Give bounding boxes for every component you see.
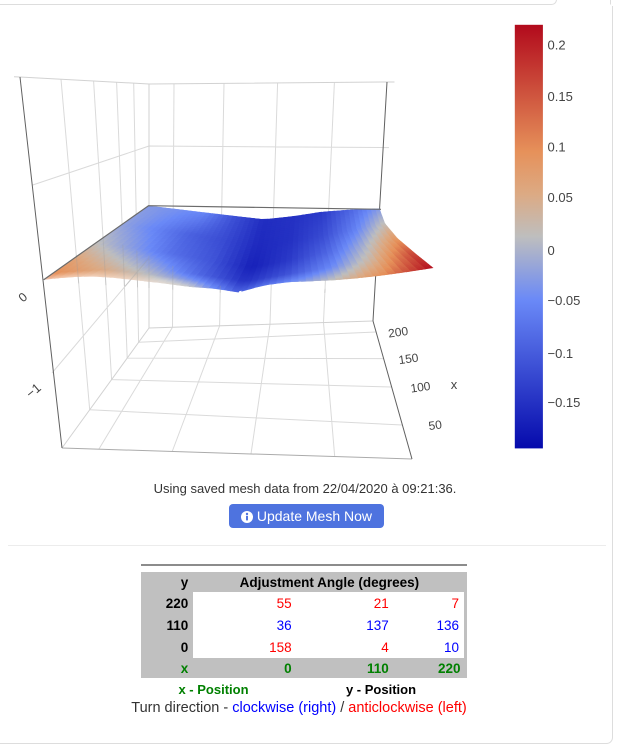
svg-text:0.2: 0.2: [548, 38, 566, 53]
svg-text:100: 100: [410, 379, 432, 396]
svg-text:0: 0: [548, 243, 555, 258]
svg-text:0.05: 0.05: [548, 190, 573, 205]
svg-text:−0.1: −0.1: [548, 346, 574, 361]
svg-text:0: 0: [16, 290, 30, 305]
svg-text:−0.15: −0.15: [548, 395, 581, 410]
svg-text:−1: −1: [23, 380, 44, 401]
svg-text:50: 50: [428, 417, 443, 433]
svg-text:0.15: 0.15: [548, 89, 573, 104]
svg-text:200: 200: [387, 324, 409, 341]
svg-text:150: 150: [398, 350, 420, 367]
svg-text:x: x: [451, 377, 458, 392]
svg-text:−0.05: −0.05: [548, 293, 581, 308]
svg-text:0.1: 0.1: [548, 140, 566, 155]
